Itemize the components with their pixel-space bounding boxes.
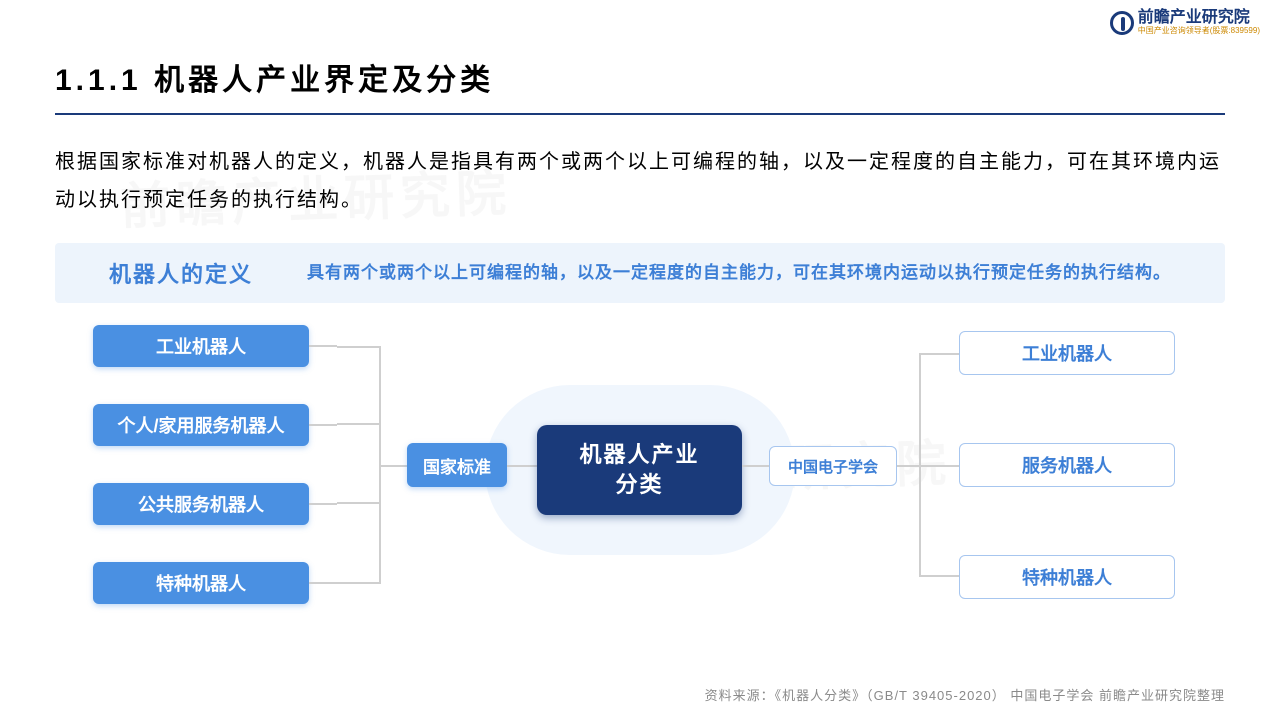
- connector-line: [919, 465, 959, 467]
- connector-line: [309, 503, 337, 505]
- classification-diagram: 工业机器人 个人/家用服务机器人 公共服务机器人 特种机器人 国家标准 机器人产…: [55, 325, 1225, 635]
- left-category-node: 特种机器人: [93, 562, 309, 604]
- center-hub-label: 机器人产业 分类: [579, 440, 699, 499]
- intro-paragraph: 根据国家标准对机器人的定义，机器人是指具有两个或两个以上可编程的轴，以及一定程度…: [0, 115, 1280, 219]
- connector-line: [381, 465, 407, 467]
- brand-logo-subline: 中国产业咨询领导者(股票:839599): [1138, 27, 1260, 35]
- left-category-node: 工业机器人: [93, 325, 309, 367]
- left-bracket-connector: [337, 346, 381, 584]
- right-category-node: 服务机器人: [959, 443, 1175, 487]
- connector-line: [897, 465, 919, 467]
- connector-line: [309, 424, 337, 426]
- heading-title: 机器人产业界定及分类: [154, 64, 494, 97]
- connector-line: [309, 582, 337, 584]
- connector-line: [507, 465, 537, 467]
- definition-text: 具有两个或两个以上可编程的轴，以及一定程度的自主能力，可在其环境内运动以执行预定…: [307, 259, 1225, 286]
- association-node: 中国电子学会: [769, 446, 897, 486]
- brand-logo: 前瞻产业研究院 中国产业咨询领导者(股票:839599): [1110, 10, 1260, 35]
- brand-logo-text: 前瞻产业研究院: [1138, 10, 1260, 27]
- brand-logo-icon: [1110, 11, 1134, 35]
- connector-line: [337, 423, 381, 425]
- definition-bar: 机器人的定义 具有两个或两个以上可编程的轴，以及一定程度的自主能力，可在其环境内…: [55, 243, 1225, 303]
- center-hub-node: 机器人产业 分类: [537, 425, 742, 515]
- connector-line: [309, 345, 337, 347]
- heading-number: 1.1.1: [55, 64, 142, 97]
- connector-line: [742, 465, 769, 467]
- left-category-node: 个人/家用服务机器人: [93, 404, 309, 446]
- standard-node: 国家标准: [407, 443, 507, 487]
- page-heading: 1.1.1 机器人产业界定及分类: [55, 55, 1225, 99]
- definition-label: 机器人的定义: [55, 257, 307, 289]
- source-citation: 资料来源：《机器人分类》（GB/T 39405-2020） 中国电子学会 前瞻产…: [705, 685, 1225, 704]
- connector-line: [337, 502, 381, 504]
- left-category-node: 公共服务机器人: [93, 483, 309, 525]
- right-category-node: 特种机器人: [959, 555, 1175, 599]
- right-category-node: 工业机器人: [959, 331, 1175, 375]
